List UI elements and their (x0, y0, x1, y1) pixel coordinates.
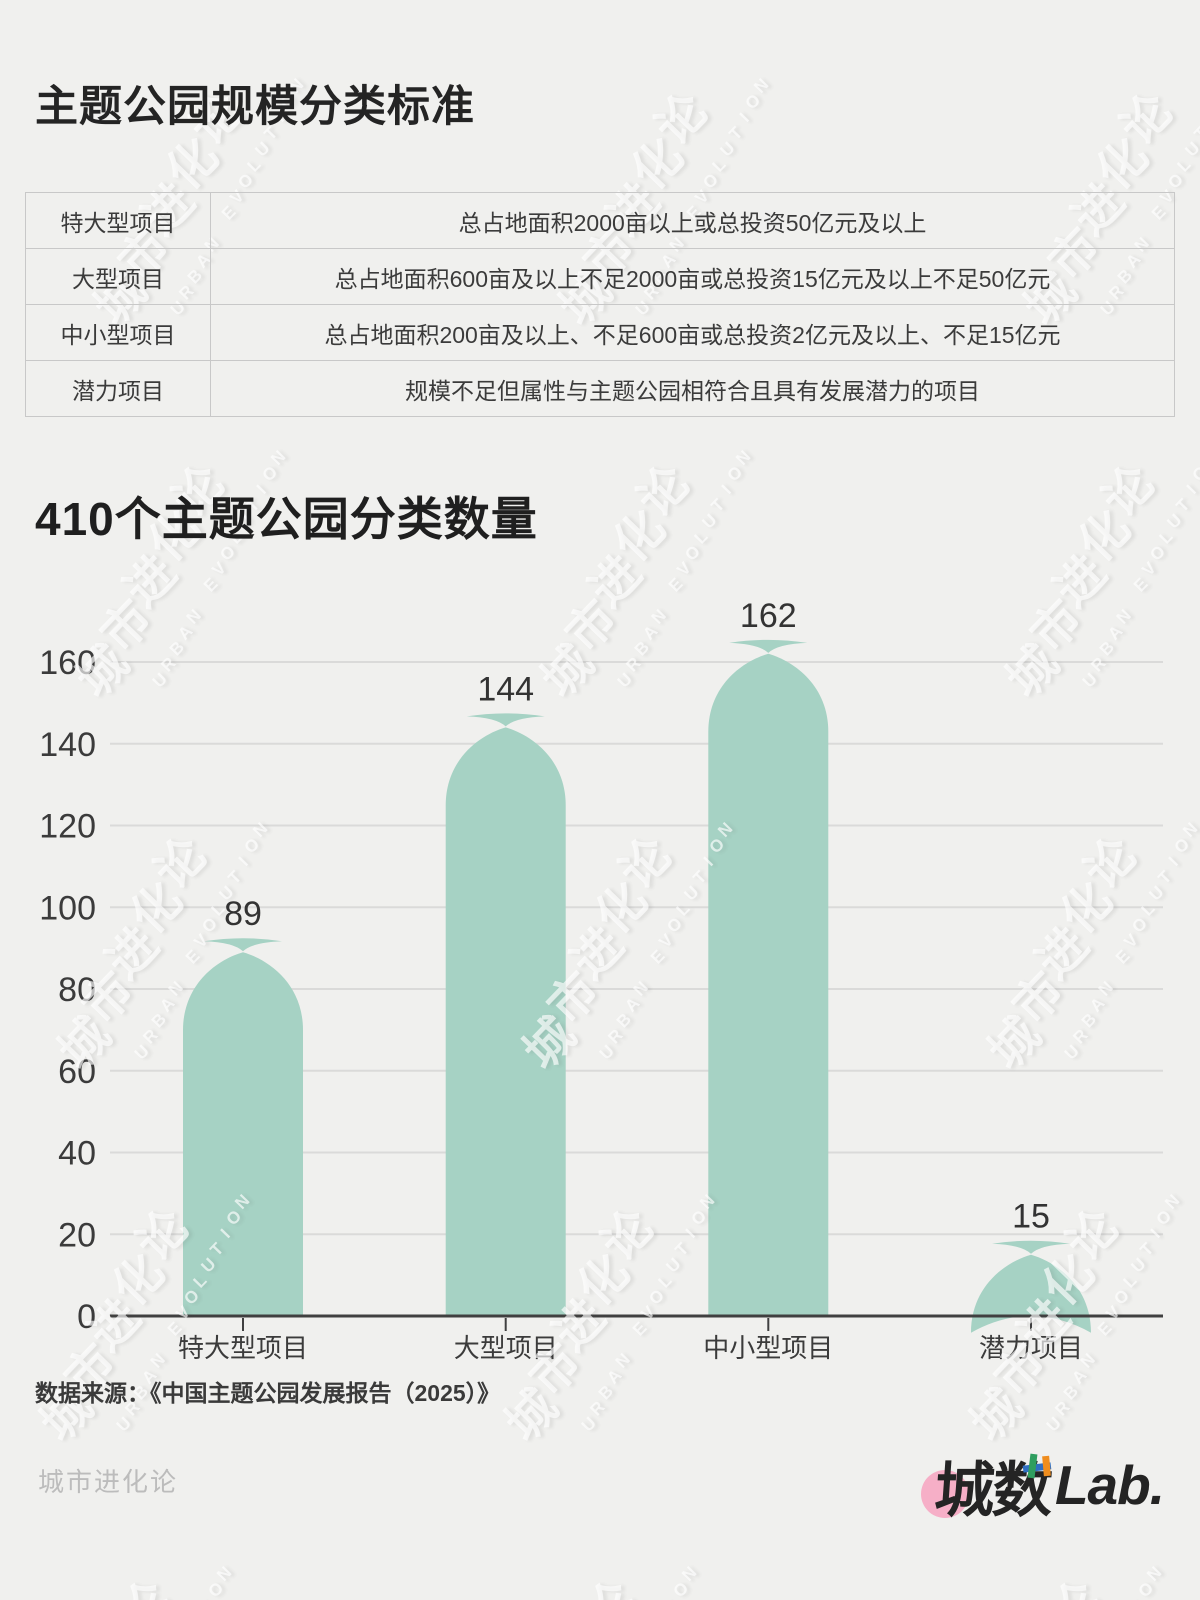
logo-latin-text: Lab. (1054, 1454, 1165, 1516)
row-label: 大型项目 (25, 248, 211, 305)
y-axis-tick-label: 20 (58, 1216, 96, 1254)
bar (971, 1254, 1091, 1333)
bar-peak-icon (204, 938, 282, 952)
bar-value-label: 89 (224, 895, 262, 933)
brand-logo: 城数 Lab. (920, 1444, 1165, 1526)
y-axis-tick-label: 0 (77, 1298, 96, 1336)
bar-value-label: 15 (1012, 1198, 1050, 1236)
footer-brand-text: 城市进化论 (38, 1467, 179, 1497)
bar (183, 952, 303, 1316)
row-label: 特大型项目 (25, 192, 211, 249)
classification-table: 特大型项目 总占地面积2000亩以上或总投资50亿元及以上 大型项目 总占地面积600… (25, 192, 1175, 417)
y-axis-tick-label: 160 (39, 644, 96, 682)
y-axis-tick-label: 140 (39, 726, 96, 764)
bar (445, 727, 566, 1316)
logo-pink-circle-icon (920, 1470, 969, 1518)
x-axis-category-label: 中小型项目 (703, 1333, 833, 1363)
bar-peak-icon (466, 713, 545, 727)
y-axis-tick-label: 40 (58, 1135, 96, 1173)
table-row: 大型项目 总占地面积600亩及以上不足2000亩或总投资15亿元及以上不足50亿元 (25, 248, 1175, 305)
y-axis-tick-label: 120 (39, 808, 96, 846)
row-criteria: 规模不足但属性与主题公园相符合且具有发展潜力的项目 (210, 360, 1175, 417)
table-row: 潜力项目 规模不足但属性与主题公园相符合且具有发展潜力的项目 (25, 360, 1175, 417)
bar-value-label: 144 (477, 670, 534, 708)
row-criteria: 总占地面积200亩及以上、不足600亩或总投资2亿元及以上、不足15亿元 (210, 304, 1175, 361)
data-source-note: 数据来源：《中国主题公园发展报告（2025）》 (35, 1380, 501, 1406)
x-axis-category-label: 大型项目 (454, 1333, 558, 1363)
y-axis-tick-label: 100 (39, 889, 96, 927)
row-criteria: 总占地面积2000亩以上或总投资50亿元及以上 (210, 192, 1175, 249)
classification-table-body: 特大型项目 总占地面积2000亩以上或总投资50亿元及以上 大型项目 总占地面积600… (25, 192, 1175, 417)
bar-peak-icon (729, 639, 808, 653)
x-axis-category-label: 特大型项目 (178, 1333, 308, 1363)
table-row: 中小型项目 总占地面积200亩及以上、不足600亩或总投资2亿元及以上、不足15亿… (25, 304, 1175, 361)
logo-color-strokes-icon (1022, 1453, 1063, 1484)
row-criteria: 总占地面积600亩及以上不足2000亩或总投资15亿元及以上不足50亿元 (210, 248, 1175, 305)
y-axis-tick-label: 80 (58, 971, 96, 1009)
bar (708, 653, 829, 1316)
section1-title: 主题公园规模分类标准 (35, 83, 475, 131)
bar-value-label: 162 (740, 597, 797, 635)
bar-peak-icon (992, 1240, 1070, 1254)
chart-title: 410个主题公园分类数量 (35, 493, 538, 545)
table-row: 特大型项目 总占地面积2000亩以上或总投资50亿元及以上 (25, 192, 1175, 249)
row-label: 中小型项目 (25, 304, 211, 361)
y-axis-tick-label: 60 (58, 1053, 96, 1091)
x-axis-category-label: 潜力项目 (979, 1333, 1083, 1363)
row-label: 潜力项目 (25, 360, 211, 417)
